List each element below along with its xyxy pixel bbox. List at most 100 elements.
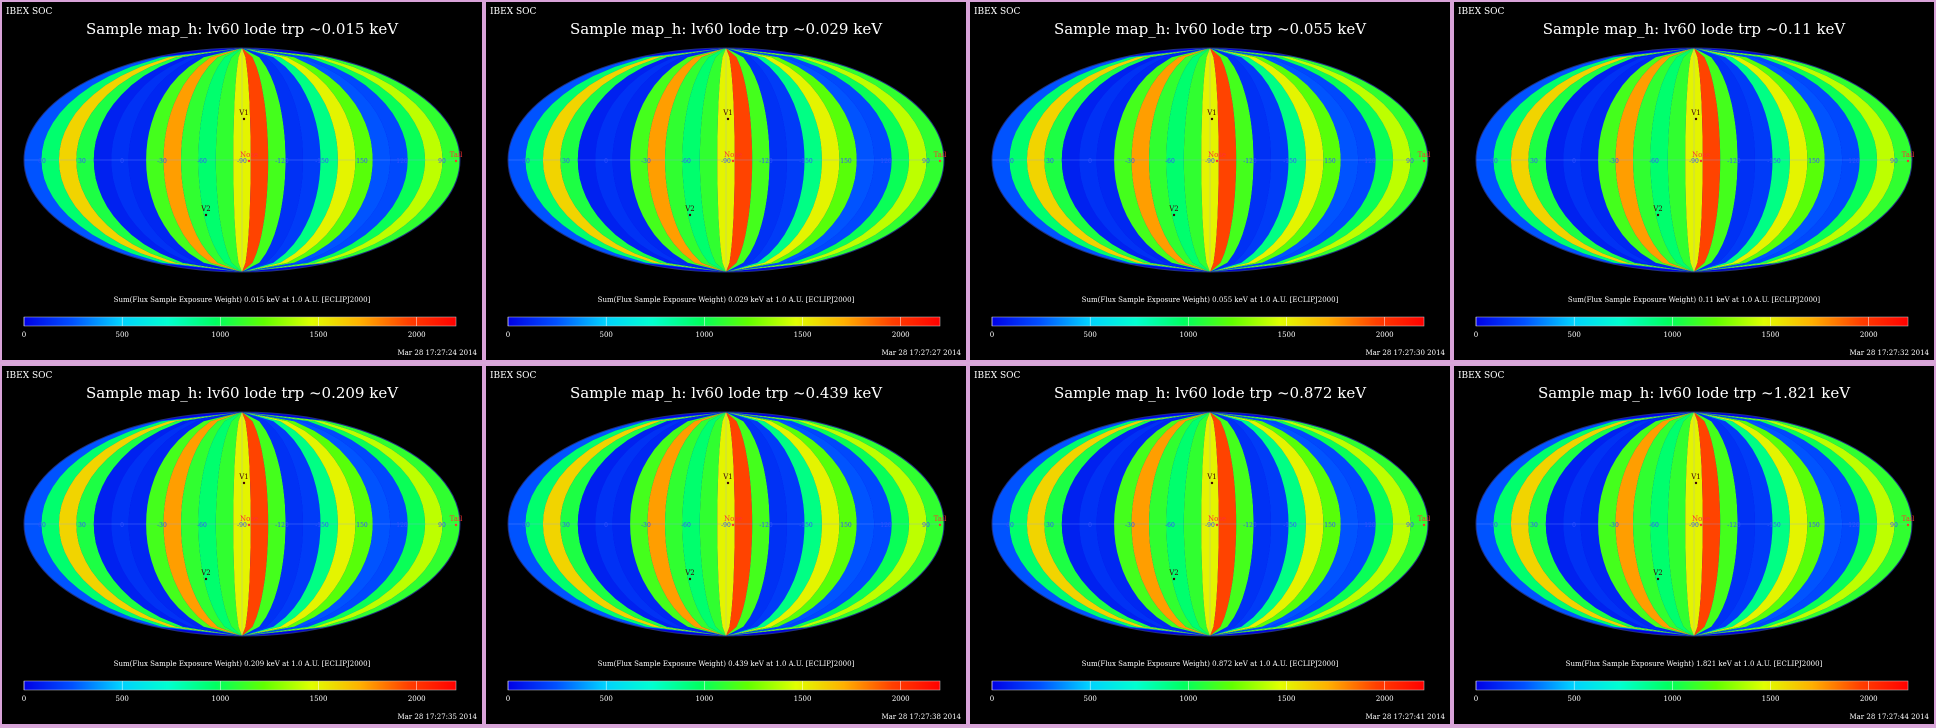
longitude-label: 120: [1364, 158, 1376, 165]
longitude-label: -30: [1609, 158, 1619, 165]
colorbar: [507, 316, 941, 327]
longitude-label: 60: [1490, 522, 1498, 529]
colorbar-tick-label: 500: [599, 331, 612, 339]
map-stripe: [726, 48, 840, 272]
marker-point: [1422, 523, 1426, 527]
map-stripe: [242, 412, 321, 636]
map-stripe: [1694, 412, 1808, 636]
map-stripe: [1210, 48, 1271, 272]
colorbar-label: Sum(Flux Sample Exposure Weight) 1.821 k…: [1566, 660, 1823, 668]
longitude-label: 150: [840, 158, 852, 165]
map-stripe: [1650, 412, 1694, 636]
marker-point: [1656, 577, 1660, 581]
longitude-label: -120: [1727, 522, 1741, 529]
colorbar-tick-label: 1500: [794, 331, 812, 339]
longitude-label: 90: [438, 158, 446, 165]
colorbar-tick-label: 2000: [1860, 331, 1878, 339]
colorbar-tick-label: 1000: [695, 331, 713, 339]
chart-title: Sample map_h: lv60 lode trp ~0.055 keV: [1054, 20, 1367, 38]
longitude-label: -30: [1125, 158, 1135, 165]
longitude-label: -60: [1165, 158, 1175, 165]
colorbar-tick-label: 2000: [408, 331, 426, 339]
map-stripe: [1694, 412, 1755, 636]
header-label: IBEX SOC: [1458, 7, 1505, 17]
colorbar-tick-label: 500: [599, 695, 612, 703]
map-chart: IBEX SOC Sample map_h: lv60 lode trp ~0.2…: [6, 371, 478, 721]
marker-label: Nose: [724, 151, 742, 159]
longitude-label: 90: [1406, 522, 1414, 529]
longitude-label: -150: [315, 158, 329, 165]
map-outline: [507, 47, 945, 273]
colorbar-label: Sum(Flux Sample Exposure Weight) 0.015 k…: [114, 296, 371, 304]
longitude-label: 0: [604, 158, 608, 165]
map-panel: IBEX SOC Sample map_h: lv60 lode trp ~0.0…: [0, 0, 484, 362]
longitude-label: 150: [1808, 158, 1820, 165]
colorbar-tick-label: 1000: [211, 695, 229, 703]
map-outline: [507, 411, 945, 637]
map-stripe: [242, 412, 338, 636]
map-stripe: [128, 48, 242, 272]
marker-label: V1: [238, 473, 249, 481]
marker-point: [1172, 577, 1176, 581]
map-stripe: [128, 412, 242, 636]
map-stripe: [1096, 412, 1210, 636]
longitude-label: -120: [759, 522, 773, 529]
longitude-label: 60: [1490, 158, 1498, 165]
longitude-label: -150: [799, 158, 813, 165]
marker-label: Tail: [450, 151, 464, 159]
map-outline: [23, 47, 461, 273]
map-stripe: [1615, 412, 1694, 636]
map-chart: IBEX SOC Sample map_h: lv60 lode trp ~0.4…: [490, 371, 962, 721]
marker-point: [938, 523, 942, 527]
longitude-label: 30: [1046, 158, 1054, 165]
map-chart: IBEX SOC Sample map_h: lv60 lode trp ~0.0…: [490, 7, 962, 357]
map-stripe: [1694, 412, 1738, 636]
longitude-label: 120: [880, 158, 892, 165]
marker-label: V2: [684, 205, 695, 213]
marker-label: Tail: [450, 515, 464, 523]
map-stripe: [726, 48, 822, 272]
marker-point: [247, 523, 251, 527]
marker-point: [1215, 523, 1219, 527]
header-label: IBEX SOC: [6, 371, 53, 381]
marker-label: V2: [200, 569, 211, 577]
marker-point: [1694, 117, 1698, 121]
longitude-label: 120: [1364, 522, 1376, 529]
chart-title: Sample map_h: lv60 lode trp ~0.209 keV: [86, 384, 399, 402]
longitude-label: 90: [438, 522, 446, 529]
map-stripe: [726, 412, 805, 636]
colorbar-tick-label: 1500: [1762, 695, 1780, 703]
longitude-label: 60: [1006, 522, 1014, 529]
longitude-label: 30: [78, 522, 86, 529]
map-stripe: [242, 48, 303, 272]
longitude-label: 0: [1572, 158, 1576, 165]
longitude-label: -120: [1727, 158, 1741, 165]
map-stripe: [726, 48, 805, 272]
map-stripe: [665, 48, 726, 272]
marker-label: V2: [1652, 205, 1663, 213]
marker-point: [688, 577, 692, 581]
longitude-label: -60: [1649, 158, 1659, 165]
longitude-label: 120: [396, 158, 408, 165]
marker-label: Nose: [1208, 151, 1226, 159]
map-stripe: [1114, 412, 1210, 636]
map-stripe: [1210, 412, 1271, 636]
marker-point: [204, 577, 208, 581]
colorbar-tick-label: 0: [990, 695, 994, 703]
map-panel: IBEX SOC Sample map_h: lv60 lode trp ~0.0…: [484, 0, 968, 362]
map-stripe: [1210, 48, 1324, 272]
colorbar-tick-label: 500: [1083, 695, 1096, 703]
colorbar-tick-label: 1000: [1179, 331, 1197, 339]
longitude-label: -120: [275, 522, 289, 529]
marker-point: [454, 159, 458, 163]
colorbar-tick-label: 1000: [211, 331, 229, 339]
longitude-label: 120: [880, 522, 892, 529]
colorbar: [507, 680, 941, 691]
map-stripe: [198, 412, 242, 636]
marker-point: [1172, 213, 1176, 217]
map-stripe: [1694, 412, 1790, 636]
map-stripe: [1114, 48, 1210, 272]
longitude-label: -60: [681, 158, 691, 165]
timestamp: Mar 28 17:27:38 2014: [881, 713, 961, 721]
marker-label: Tail: [934, 515, 948, 523]
